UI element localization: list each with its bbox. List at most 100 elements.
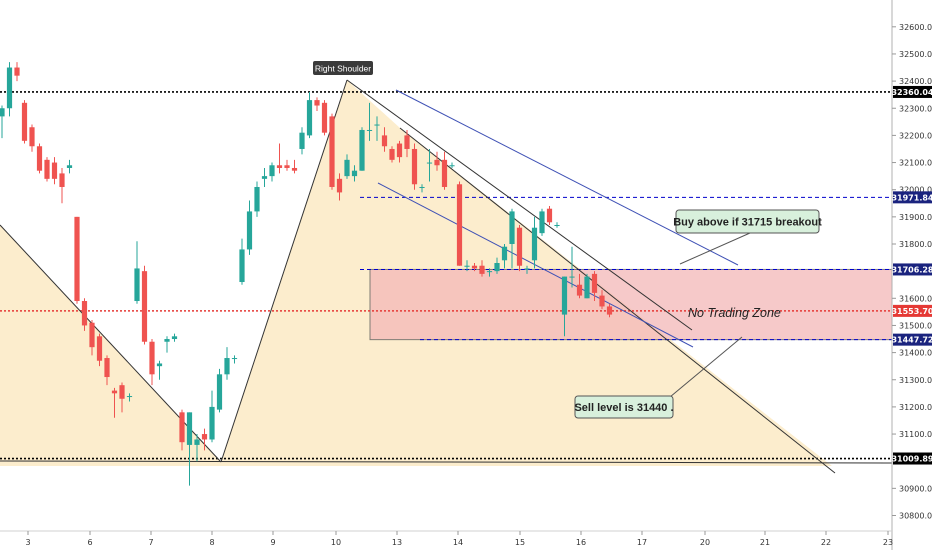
y-tick-label: 32000.00 bbox=[899, 186, 932, 195]
candle-body bbox=[119, 385, 125, 399]
y-tick-label: 32400.00 bbox=[899, 77, 932, 86]
candle bbox=[164, 336, 170, 353]
candle bbox=[291, 159, 298, 174]
candle-body bbox=[539, 211, 545, 234]
candle bbox=[351, 165, 358, 182]
candle bbox=[449, 162, 455, 168]
candle bbox=[366, 102, 373, 141]
x-tick-label: 7 bbox=[148, 538, 153, 547]
candle bbox=[29, 124, 35, 152]
candle-body bbox=[36, 146, 43, 171]
candle-body bbox=[51, 162, 58, 179]
candle-body bbox=[0, 108, 5, 117]
candle bbox=[44, 157, 50, 182]
candle bbox=[486, 268, 493, 277]
candle-body bbox=[584, 276, 590, 299]
candle bbox=[359, 127, 365, 171]
candle-body bbox=[374, 124, 380, 126]
zone-rect bbox=[369, 268, 893, 341]
candle bbox=[51, 157, 58, 185]
candle bbox=[6, 62, 13, 117]
candle bbox=[119, 382, 125, 413]
price-levels bbox=[0, 91, 892, 460]
candle bbox=[381, 127, 388, 152]
x-tick-label: 22 bbox=[821, 538, 831, 547]
sell-callout-text: Sell level is 31440 . bbox=[574, 402, 673, 414]
no-trading-zone-label: No Trading Zone bbox=[688, 306, 781, 320]
candle bbox=[554, 222, 560, 228]
candle bbox=[209, 390, 215, 443]
sell-callout: Sell level is 31440 . bbox=[574, 336, 743, 419]
y-tick-label: 32300.00 bbox=[899, 104, 932, 113]
x-tick-label: 20 bbox=[700, 538, 710, 547]
candle-body bbox=[351, 170, 358, 177]
x-tick-label: 17 bbox=[637, 538, 647, 547]
candle bbox=[516, 224, 523, 272]
candle bbox=[0, 105, 5, 139]
candle-body bbox=[464, 265, 470, 267]
candle-body bbox=[231, 358, 238, 360]
candle bbox=[404, 129, 410, 158]
y-tick-label: 31500.00 bbox=[899, 321, 932, 330]
price-level-tag: 31447.72 bbox=[891, 333, 932, 346]
x-tick-label: 8 bbox=[209, 538, 214, 547]
candle-body bbox=[344, 159, 350, 177]
price-level-tag-bg bbox=[893, 263, 932, 276]
candle-body bbox=[509, 211, 515, 244]
candle bbox=[509, 208, 515, 269]
candle bbox=[569, 246, 575, 288]
candle bbox=[584, 273, 590, 299]
candle-body bbox=[591, 273, 598, 293]
candle-body bbox=[44, 159, 50, 179]
candle bbox=[314, 97, 320, 111]
candle-body bbox=[569, 276, 575, 278]
candle-body bbox=[599, 295, 605, 307]
candle bbox=[194, 434, 200, 462]
candle bbox=[546, 205, 553, 225]
price-level-tag-bg bbox=[893, 333, 932, 346]
candle-body bbox=[501, 246, 508, 261]
price-level-tag-text: 32360.04 bbox=[891, 88, 932, 97]
trend-line bbox=[399, 127, 836, 474]
candle bbox=[149, 339, 155, 386]
buy-callout: Buy above if 31715 breakout bbox=[673, 209, 822, 265]
candle-body bbox=[186, 412, 193, 445]
candle-body bbox=[194, 439, 200, 445]
x-tick-label: 13 bbox=[392, 538, 402, 547]
y-tick-label: 31300.00 bbox=[899, 376, 932, 385]
candle bbox=[179, 409, 185, 451]
candle bbox=[269, 162, 275, 182]
candle-body bbox=[74, 216, 80, 302]
candle-body bbox=[314, 100, 320, 106]
candle bbox=[261, 167, 268, 187]
right-shoulder-annotation: Right Shoulder bbox=[313, 61, 373, 75]
candle-body bbox=[381, 135, 388, 147]
candle bbox=[606, 303, 613, 318]
candle-body bbox=[561, 276, 568, 315]
candle bbox=[254, 181, 260, 217]
candle-body bbox=[336, 178, 343, 193]
candle-body bbox=[411, 148, 418, 185]
candle bbox=[524, 265, 530, 274]
price-level-tag-bg bbox=[893, 452, 932, 465]
candle bbox=[591, 271, 598, 302]
x-tick-labels: 3 6 7 8 9 10 13 14 15 16 17 20 21 22 23 bbox=[25, 531, 893, 547]
candle bbox=[441, 151, 448, 190]
candle bbox=[374, 116, 380, 141]
trend-line bbox=[346, 79, 693, 331]
candle-body bbox=[224, 358, 230, 375]
y-tick-label: 32200.00 bbox=[899, 131, 932, 140]
trend-line bbox=[377, 182, 694, 348]
price-level-tag: 31553.70 bbox=[891, 304, 932, 317]
price-level-labels: 32360.04 31971.84 31706.28 31553.70 31447.72… bbox=[891, 85, 932, 465]
candle bbox=[276, 143, 283, 174]
candle bbox=[134, 241, 140, 304]
candle-body bbox=[426, 162, 433, 164]
candle-body bbox=[21, 102, 28, 141]
candle-body bbox=[546, 208, 553, 223]
candle-body bbox=[111, 390, 118, 394]
candle-body bbox=[141, 271, 148, 342]
candle bbox=[36, 143, 43, 174]
candle-body bbox=[209, 406, 215, 440]
candle bbox=[389, 146, 395, 163]
